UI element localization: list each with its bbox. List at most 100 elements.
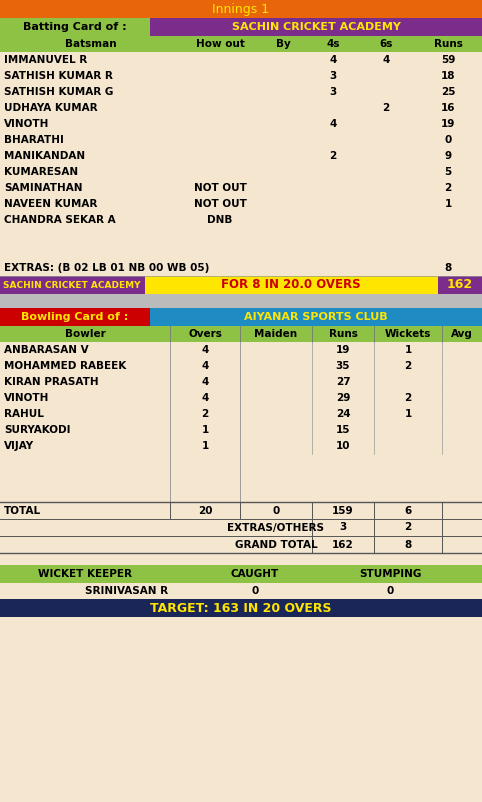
Text: MOHAMMED RABEEK: MOHAMMED RABEEK <box>4 361 126 371</box>
Bar <box>0 100 482 116</box>
Text: NOT OUT: NOT OUT <box>194 199 246 209</box>
Text: 2: 2 <box>404 361 412 371</box>
Text: 27: 27 <box>335 377 350 387</box>
Text: EXTRAS/OTHERS: EXTRAS/OTHERS <box>228 522 324 533</box>
Text: Runs: Runs <box>329 329 358 339</box>
Text: STUMPING: STUMPING <box>359 569 421 579</box>
Text: NAVEEN KUMAR: NAVEEN KUMAR <box>4 199 97 209</box>
Text: CAUGHT: CAUGHT <box>231 569 279 579</box>
Text: 0: 0 <box>387 586 394 596</box>
Bar <box>0 519 482 536</box>
Text: 10: 10 <box>336 441 350 451</box>
Bar <box>0 422 482 438</box>
Text: 2: 2 <box>201 409 209 419</box>
Bar <box>0 84 482 100</box>
Text: Maiden: Maiden <box>254 329 297 339</box>
Text: 1: 1 <box>404 409 412 419</box>
Text: 162: 162 <box>447 278 473 291</box>
Bar <box>0 502 482 519</box>
Bar <box>0 583 482 599</box>
Bar <box>0 565 482 583</box>
Text: UDHAYA KUMAR: UDHAYA KUMAR <box>4 103 98 113</box>
Bar <box>438 276 482 294</box>
Bar <box>0 454 482 470</box>
Text: 159: 159 <box>332 505 354 516</box>
Text: 2: 2 <box>329 151 336 161</box>
Text: 6: 6 <box>404 505 412 516</box>
Text: 4: 4 <box>201 361 209 371</box>
Text: 8: 8 <box>404 540 412 549</box>
Bar <box>150 18 482 36</box>
Text: 4: 4 <box>201 345 209 355</box>
Text: 1: 1 <box>201 425 209 435</box>
Text: TOTAL: TOTAL <box>4 505 41 516</box>
Text: DNB: DNB <box>207 215 233 225</box>
Text: 0: 0 <box>272 505 280 516</box>
Text: SACHIN CRICKET ACADEMY: SACHIN CRICKET ACADEMY <box>3 281 141 290</box>
Text: SACHIN CRICKET ACADEMY: SACHIN CRICKET ACADEMY <box>231 22 401 32</box>
Text: FOR 8 IN 20.0 OVERS: FOR 8 IN 20.0 OVERS <box>221 278 361 291</box>
Bar <box>0 470 482 486</box>
Text: 15: 15 <box>336 425 350 435</box>
Text: 1: 1 <box>201 441 209 451</box>
Text: TARGET: 163 IN 20 OVERS: TARGET: 163 IN 20 OVERS <box>150 602 332 614</box>
Bar <box>0 68 482 84</box>
Text: 9: 9 <box>444 151 452 161</box>
Text: VIJAY: VIJAY <box>4 441 34 451</box>
Bar <box>0 180 482 196</box>
Text: 2: 2 <box>404 522 412 533</box>
Text: VINOTH: VINOTH <box>4 119 49 129</box>
Bar <box>0 36 482 52</box>
Text: 1: 1 <box>404 345 412 355</box>
Text: RAHUL: RAHUL <box>4 409 44 419</box>
Text: By: By <box>276 39 290 49</box>
Bar <box>0 18 150 36</box>
Text: 25: 25 <box>441 87 455 97</box>
Text: KIRAN PRASATH: KIRAN PRASATH <box>4 377 99 387</box>
Text: 59: 59 <box>441 55 455 65</box>
Text: 24: 24 <box>335 409 350 419</box>
Text: KUMARESAN: KUMARESAN <box>4 167 78 177</box>
Text: 5: 5 <box>444 167 452 177</box>
Text: 18: 18 <box>441 71 455 81</box>
Text: BHARATHI: BHARATHI <box>4 135 64 145</box>
Bar <box>0 0 482 18</box>
Text: SRINIVASAN R: SRINIVASAN R <box>85 586 168 596</box>
Text: Wickets: Wickets <box>385 329 431 339</box>
Bar <box>150 308 482 326</box>
Text: SATHISH KUMAR R: SATHISH KUMAR R <box>4 71 113 81</box>
Text: 19: 19 <box>441 119 455 129</box>
Text: Batsman: Batsman <box>65 39 117 49</box>
Bar <box>0 132 482 148</box>
Text: Batting Card of :: Batting Card of : <box>23 22 127 32</box>
Text: Overs: Overs <box>188 329 222 339</box>
Text: 6s: 6s <box>379 39 393 49</box>
Bar <box>0 390 482 406</box>
Bar <box>0 438 482 454</box>
Text: SATHISH KUMAR G: SATHISH KUMAR G <box>4 87 113 97</box>
Bar <box>0 308 150 326</box>
Text: 4s: 4s <box>326 39 340 49</box>
Bar <box>0 212 482 228</box>
Bar <box>0 148 482 164</box>
Bar <box>0 52 482 68</box>
Bar <box>0 326 482 342</box>
Bar <box>0 374 482 390</box>
Text: IMMANUVEL R: IMMANUVEL R <box>4 55 87 65</box>
Text: 3: 3 <box>329 87 336 97</box>
Text: CHANDRA SEKAR A: CHANDRA SEKAR A <box>4 215 116 225</box>
Bar <box>145 276 438 294</box>
Bar <box>0 294 482 308</box>
Text: How out: How out <box>196 39 244 49</box>
Text: WICKET KEEPER: WICKET KEEPER <box>38 569 132 579</box>
Text: 8: 8 <box>444 263 452 273</box>
Bar <box>0 553 482 565</box>
Text: SURYAKODI: SURYAKODI <box>4 425 70 435</box>
Text: 4: 4 <box>329 55 337 65</box>
Text: 16: 16 <box>441 103 455 113</box>
Text: 4: 4 <box>201 393 209 403</box>
Bar <box>0 599 482 617</box>
Text: 2: 2 <box>382 103 389 113</box>
Bar <box>0 342 482 358</box>
Bar <box>0 260 482 276</box>
